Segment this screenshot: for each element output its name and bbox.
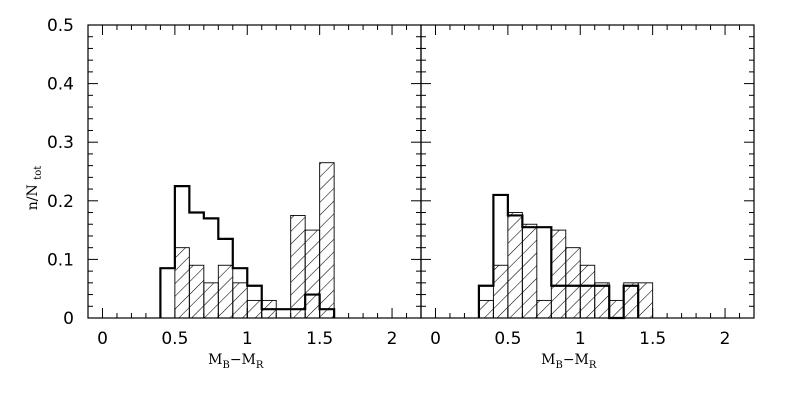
- hatched-bar: [623, 282, 639, 319]
- y-tick-label: 0.2: [47, 192, 74, 212]
- x-axis-title: MB−MR: [541, 352, 597, 371]
- y-tick-label: 0.1: [47, 250, 74, 270]
- x-axis-title: MB−MR: [208, 352, 264, 371]
- x-axis-title-part: −M: [563, 352, 589, 368]
- right-histogram-panel: 0 0.5 1 1.5 2 MB−MR: [420, 24, 755, 371]
- x-tick-label: 1.5: [306, 329, 333, 349]
- hatched-bar: [536, 299, 552, 319]
- open-histogram-outline: [159, 185, 336, 318]
- x-tick-label: 2: [720, 329, 731, 349]
- x-axis-title-subscript: R: [256, 360, 264, 371]
- hatched-bar: [507, 212, 523, 319]
- x-tick-label: 1: [575, 329, 586, 349]
- hatched-bar: [246, 299, 263, 319]
- x-tick-label: 0: [430, 329, 441, 349]
- hatched-bar: [290, 214, 306, 319]
- hatched-bar: [594, 282, 610, 319]
- open-bar: [276, 309, 290, 318]
- x-tick-label: 0: [97, 329, 108, 349]
- hatched-bar: [637, 282, 654, 319]
- hatched-bar: [319, 162, 335, 319]
- plot-frame: [87, 24, 422, 319]
- y-tick-label: 0.4: [47, 75, 74, 95]
- left-histogram-panel: 0 0.5 1 1.5 2 0 0.1 0.2 0.3 0.4 0.5 MB−MR: [47, 16, 422, 371]
- x-axis-title-subscript: B: [222, 360, 229, 371]
- x-axis-title-subscript: B: [555, 360, 562, 371]
- hatched-bar: [521, 223, 538, 319]
- x-axis-title-part: M: [208, 352, 222, 368]
- hatched-bar: [492, 264, 509, 319]
- hatched-bar: [188, 264, 205, 319]
- x-axis-title-part: M: [541, 352, 555, 368]
- hatched-bar: [217, 264, 234, 319]
- hatched-bar: [232, 282, 248, 319]
- x-tick-label: 0.5: [494, 329, 521, 349]
- hatched-bar: [478, 299, 494, 319]
- x-axis-title-part: −M: [230, 352, 256, 368]
- hatched-bar: [579, 264, 596, 319]
- hatched-bar: [203, 282, 219, 319]
- hatched-bar: [304, 229, 321, 319]
- x-tick-label: 2: [387, 329, 398, 349]
- y-tick-label: 0: [63, 309, 74, 329]
- hatched-bar: [565, 247, 581, 319]
- plot-frame: [420, 24, 755, 319]
- open-bar: [160, 268, 174, 318]
- hatched-bar: [174, 247, 190, 319]
- x-tick-label: 0.5: [161, 329, 188, 349]
- x-tick-label: 1: [242, 329, 253, 349]
- hatched-bar: [608, 299, 625, 319]
- hatched-bar: [550, 229, 567, 319]
- y-tick-label: 0.3: [47, 133, 74, 153]
- x-tick-label: 1.5: [639, 329, 666, 349]
- y-axis-title: n/N tot: [25, 166, 44, 211]
- y-axis-title-subscript: tot: [33, 166, 44, 180]
- y-axis-title-main: n/N: [25, 184, 41, 210]
- x-axis-title-subscript: R: [589, 360, 597, 371]
- y-tick-label: 0.5: [47, 16, 74, 36]
